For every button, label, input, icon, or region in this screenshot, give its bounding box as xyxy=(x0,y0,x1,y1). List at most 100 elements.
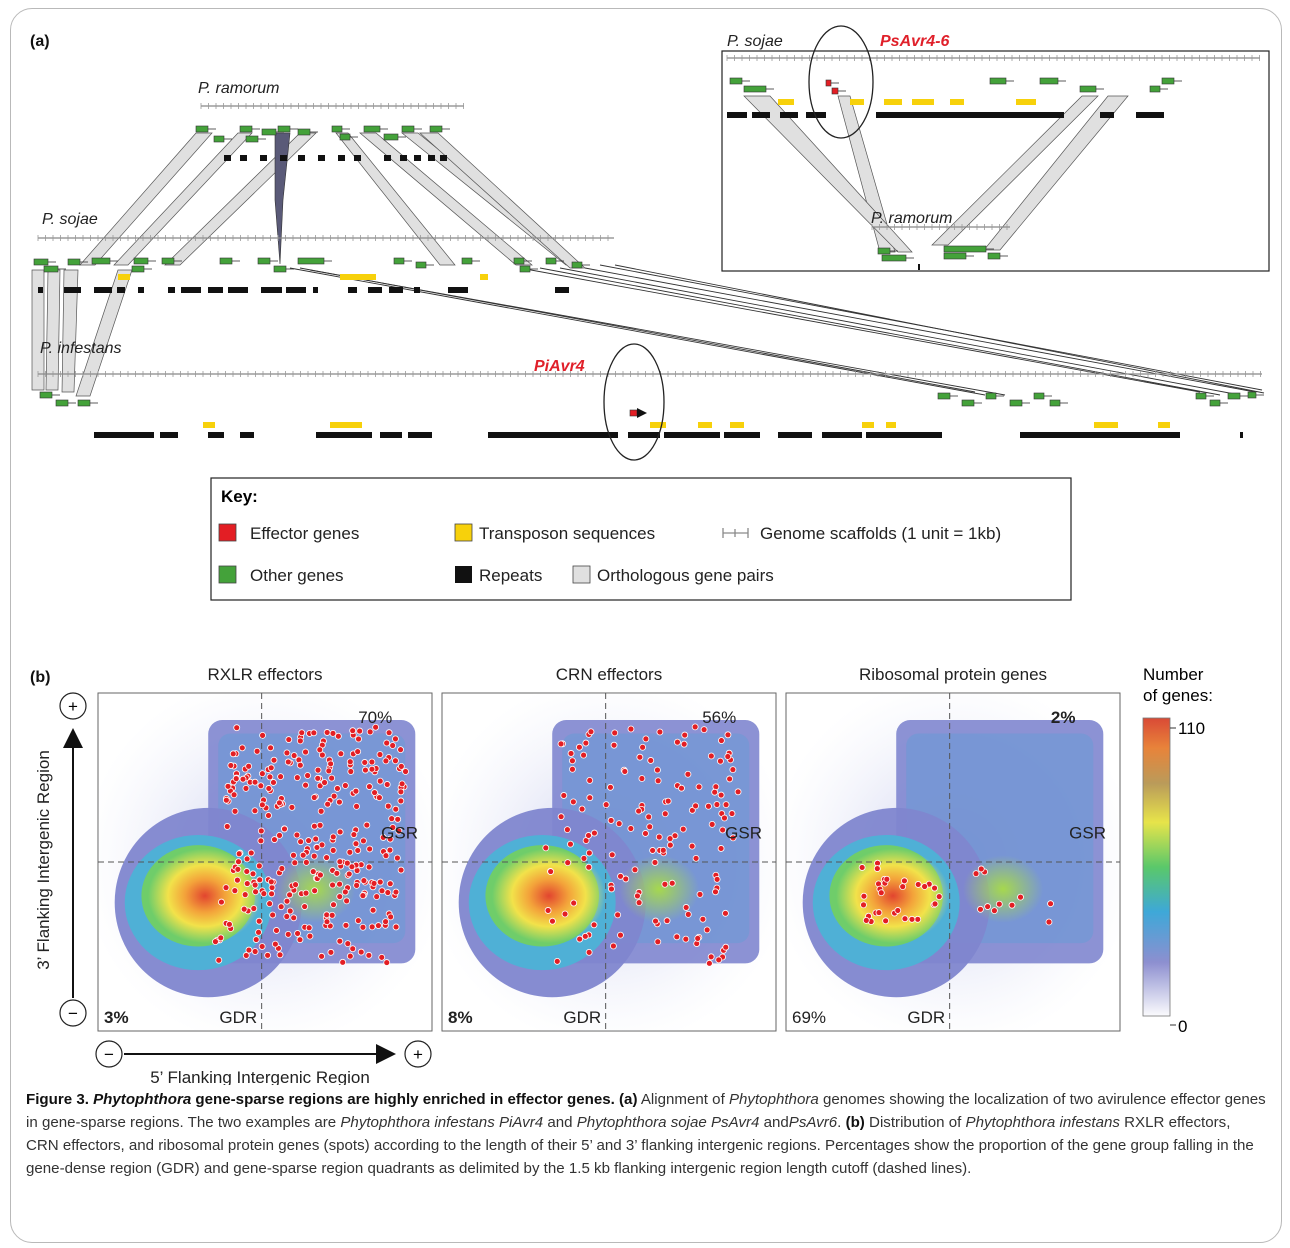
gene-spot xyxy=(253,747,261,755)
gene-spot xyxy=(301,903,309,910)
gene-spot xyxy=(257,782,265,790)
gene-spot xyxy=(713,801,721,808)
gene-box xyxy=(195,125,209,133)
gene-spot xyxy=(587,728,595,736)
repeat-block xyxy=(408,432,432,438)
gene-spot xyxy=(226,920,233,928)
gene-spot xyxy=(394,815,402,823)
gene-spot xyxy=(239,775,247,783)
gene-spot xyxy=(635,807,643,815)
gene-spot xyxy=(636,753,644,761)
gene-spot xyxy=(222,884,230,892)
ortholog-long-link xyxy=(584,267,1256,393)
transposon-block xyxy=(886,422,896,428)
gene-spot xyxy=(235,850,243,858)
density-secondary xyxy=(963,855,1044,923)
gene-spot xyxy=(656,728,664,736)
colorbar-title-2: of genes: xyxy=(1143,686,1213,705)
gene-spot xyxy=(267,878,275,886)
gene-spot xyxy=(666,841,674,849)
gene-spot xyxy=(354,847,362,854)
gene-spot xyxy=(362,766,369,774)
inset-species-sojae: P. sojae xyxy=(727,33,783,50)
gene-box xyxy=(943,245,987,253)
gene-spot xyxy=(586,777,594,784)
density-hotspot xyxy=(492,848,606,944)
gene-spot xyxy=(290,851,297,859)
gene-spot xyxy=(336,880,343,888)
gene-spot xyxy=(342,921,350,929)
gene-spot xyxy=(608,851,616,859)
gene-spot xyxy=(349,727,357,735)
gene-spot xyxy=(330,901,337,909)
gene-spot xyxy=(341,888,349,896)
gene-box xyxy=(831,87,839,95)
gene-spot xyxy=(564,859,572,867)
gene-spot xyxy=(397,866,405,874)
gene-spot xyxy=(245,946,253,954)
gene-spot xyxy=(316,821,324,829)
repeat-block xyxy=(724,432,760,438)
key-swatch-effector xyxy=(218,523,237,542)
gene-spot xyxy=(343,897,351,905)
gene-spot xyxy=(639,743,647,751)
gene-spot xyxy=(635,899,643,907)
repeat-block xyxy=(876,112,1064,118)
plot-title: Ribosomal protein genes xyxy=(859,665,1047,684)
gene-box xyxy=(571,261,583,269)
gene-spot xyxy=(334,785,341,792)
repeat-block xyxy=(440,155,447,161)
gene-spot xyxy=(673,933,681,941)
gene-spot xyxy=(323,911,331,919)
repeat-block xyxy=(94,287,112,293)
gene-spot xyxy=(901,915,909,923)
repeat-block xyxy=(384,155,391,161)
ortholog-pair-link xyxy=(931,95,1099,246)
gene-spot xyxy=(666,835,674,843)
gene-spot xyxy=(734,788,742,796)
gene-spot xyxy=(578,805,586,813)
gene-spot xyxy=(668,879,676,887)
gene-spot xyxy=(386,880,394,888)
x-minus: − xyxy=(104,1045,114,1064)
gene-spot xyxy=(931,900,939,908)
gene-spot xyxy=(661,880,669,888)
gene-spot xyxy=(542,844,550,852)
gene-spot xyxy=(610,741,618,749)
gene-spot xyxy=(384,889,392,896)
gene-spot xyxy=(684,910,692,918)
gene-spot xyxy=(265,812,272,819)
repeat-block xyxy=(208,287,223,293)
gene-spot xyxy=(883,875,891,883)
gene-spot xyxy=(860,892,868,900)
gene-box xyxy=(519,265,531,273)
gene-box xyxy=(33,258,49,266)
gene-spot xyxy=(392,923,400,931)
repeat-block xyxy=(727,112,747,118)
gene-spot xyxy=(696,890,704,898)
gene-spot xyxy=(251,948,259,955)
gene-spot xyxy=(375,794,383,802)
y-minus: − xyxy=(68,1004,78,1023)
gene-spot xyxy=(346,758,354,766)
gene-spot xyxy=(694,934,702,942)
gene-spot xyxy=(376,777,384,785)
gene-spot xyxy=(383,959,391,966)
gene-spot xyxy=(717,791,725,799)
repeat-block xyxy=(822,432,862,438)
gene-spot xyxy=(397,797,405,805)
gene-spot xyxy=(621,768,629,775)
gene-spot xyxy=(703,926,711,934)
density-plots: RXLR effectors 70% 3% GSR GDR CRN effectors 56… xyxy=(97,665,1121,1032)
transposon-block xyxy=(118,274,130,280)
repeat-block xyxy=(181,287,201,293)
inset-frame xyxy=(721,50,1270,272)
gene-box xyxy=(131,265,145,273)
gdr-label: GDR xyxy=(907,1008,945,1027)
gene-spot xyxy=(392,757,399,765)
gene-spot xyxy=(286,891,294,899)
gene-spot xyxy=(724,731,732,739)
repeat-block xyxy=(448,287,468,293)
gene-box xyxy=(415,261,427,269)
key-box: Key: Effector genes Transposon sequences… xyxy=(210,477,1072,601)
